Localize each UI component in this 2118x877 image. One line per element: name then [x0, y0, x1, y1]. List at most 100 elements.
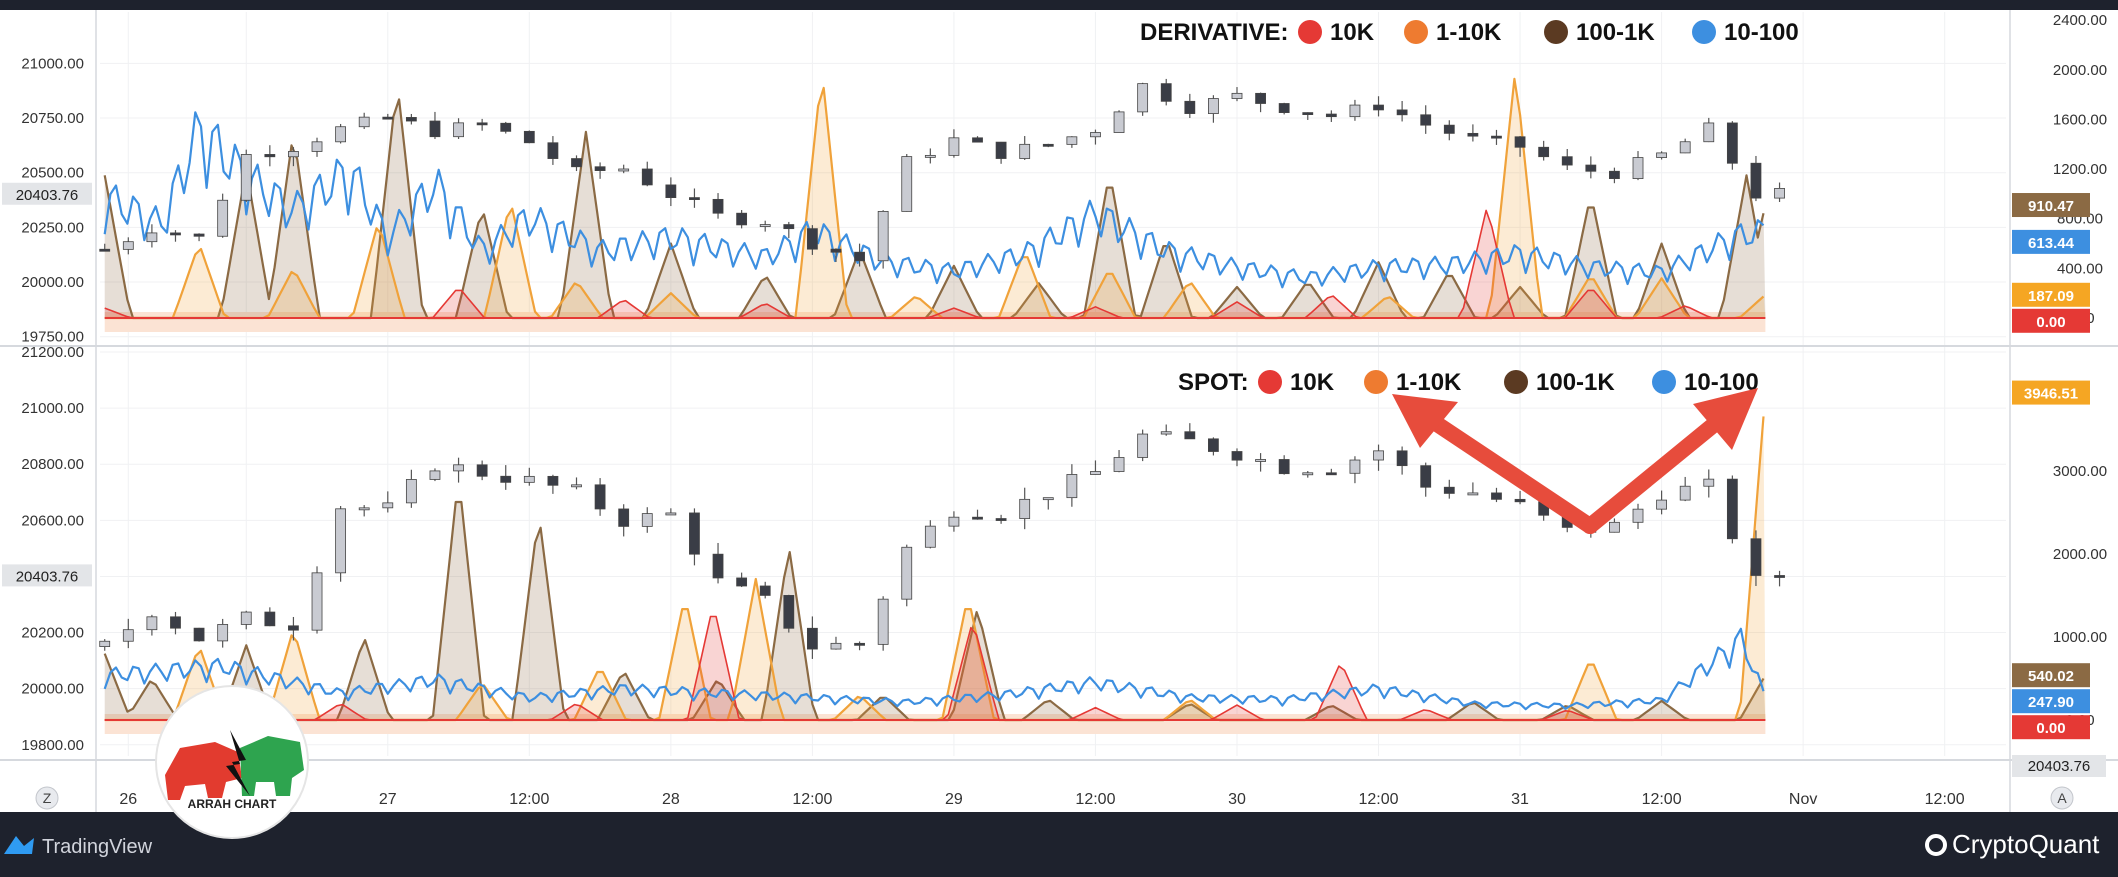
candle-down	[382, 116, 394, 120]
candle-down	[854, 642, 865, 646]
candle-down	[288, 625, 299, 631]
price-tick-label: 20800.00	[21, 456, 84, 473]
candle-down	[689, 512, 700, 555]
candle-up	[1679, 141, 1691, 154]
time-tick-label: 27	[379, 791, 397, 808]
candle-up	[358, 507, 370, 511]
candle-down	[429, 120, 441, 138]
candle-down	[1750, 162, 1762, 199]
value-tag-10-100	[2012, 689, 2090, 714]
value-tag-100-1K	[2012, 663, 2090, 688]
arrow-annotation	[1392, 388, 1758, 534]
legend-dot-100-1K	[1504, 370, 1528, 394]
auto-scale-button[interactable]: A	[2050, 786, 2074, 810]
value-tag-10K	[2012, 715, 2090, 740]
candle-up	[335, 126, 347, 143]
zoom-button[interactable]: Z	[35, 786, 59, 810]
candle-up	[1609, 521, 1620, 533]
candle-up	[924, 154, 936, 158]
legend-label-100-1K: 100-1K	[1536, 369, 1615, 396]
candle-down	[264, 154, 276, 158]
time-tick-label: 12:00	[792, 791, 832, 808]
candle-down	[1420, 465, 1432, 488]
candle-up	[122, 629, 134, 642]
flow-tick-label: 2000.00	[2053, 546, 2107, 563]
time-tick-label: 28	[662, 791, 680, 808]
candle-down	[1420, 114, 1432, 126]
arrow-shaft-left	[1420, 410, 1598, 534]
candle-down	[1325, 113, 1337, 118]
candle-up	[830, 642, 842, 650]
cryptoquant-label: CryptoQuant	[1952, 829, 2100, 859]
candle-down	[1491, 492, 1502, 500]
candle-up	[641, 513, 653, 527]
candle-down	[500, 475, 512, 483]
candle-down	[1561, 156, 1573, 166]
candle-up	[1349, 104, 1361, 118]
candle-down	[99, 248, 111, 252]
time-tick-label: 12:00	[1925, 791, 1965, 808]
candle-up	[1373, 450, 1384, 461]
candle-down	[500, 122, 512, 132]
legend-title: DERIVATIVE:	[1140, 19, 1288, 46]
candle-up	[1302, 472, 1314, 476]
top-bar	[0, 0, 2118, 10]
price-tick-label: 20600.00	[21, 512, 84, 529]
value-tag-label: 3946.51	[2024, 386, 2078, 403]
candle-up	[405, 479, 417, 504]
arrow-head-right	[1693, 388, 1758, 450]
candle-down	[641, 168, 653, 186]
candle-down	[523, 130, 535, 144]
spot-legend: SPOT: 10K 1-10K 100-1K 10-100	[1178, 369, 1759, 396]
candle-down	[972, 137, 983, 143]
candle-down	[476, 122, 488, 126]
candle-down	[1491, 135, 1502, 139]
candle-down	[1373, 104, 1384, 111]
cryptoquant-logo[interactable]: CryptoQuant	[1925, 829, 2100, 859]
tradingview-icon	[4, 836, 34, 854]
candle-down	[547, 142, 559, 159]
candle-down	[689, 197, 700, 200]
candle-up	[1160, 431, 1172, 435]
candle-up	[122, 241, 134, 250]
candle-down	[1538, 146, 1550, 158]
candle-down	[736, 577, 748, 587]
candle-down	[170, 616, 181, 629]
bear-icon	[165, 742, 242, 800]
candle-down	[806, 228, 818, 250]
candle-up	[1019, 143, 1031, 159]
legend-dot-1-10K	[1364, 370, 1388, 394]
candle-down	[571, 158, 582, 168]
candle-up	[665, 512, 677, 516]
candle-up	[1090, 132, 1101, 138]
candle-up	[1774, 188, 1785, 199]
value-tag-10K	[2012, 308, 2090, 333]
legend-dot-1-10K	[1404, 20, 1428, 44]
auto-button-label: A	[2057, 790, 2067, 806]
chart-background	[0, 0, 2118, 812]
candle-up	[1679, 485, 1691, 501]
bottom-price-tag-label: 20403.76	[2028, 758, 2091, 775]
value-tag-label: 613.44	[2028, 235, 2075, 252]
time-tick-label: 29	[945, 791, 963, 808]
candle-up	[1656, 152, 1667, 158]
bottom-price-tag: 20403.76	[2012, 755, 2106, 777]
tradingview-logo[interactable]: TradingView	[4, 836, 153, 858]
candle-down	[830, 248, 842, 253]
candle-down	[1184, 100, 1196, 114]
series-area-10K	[104, 616, 1766, 720]
series-area-1-10K	[104, 416, 1766, 720]
candle-down	[1042, 143, 1054, 147]
price-tick-label: 20750.00	[21, 110, 84, 127]
value-tag-label: 247.90	[2028, 694, 2074, 711]
candle-down	[995, 141, 1007, 159]
candle-down	[1726, 122, 1738, 164]
candle-up	[453, 122, 464, 138]
candle-up	[901, 156, 913, 212]
candle-up	[618, 168, 630, 172]
candle-up	[1656, 499, 1667, 510]
candle-up	[1090, 471, 1101, 475]
arrow-shaft-right	[1582, 410, 1730, 534]
candle-up	[1255, 459, 1266, 462]
